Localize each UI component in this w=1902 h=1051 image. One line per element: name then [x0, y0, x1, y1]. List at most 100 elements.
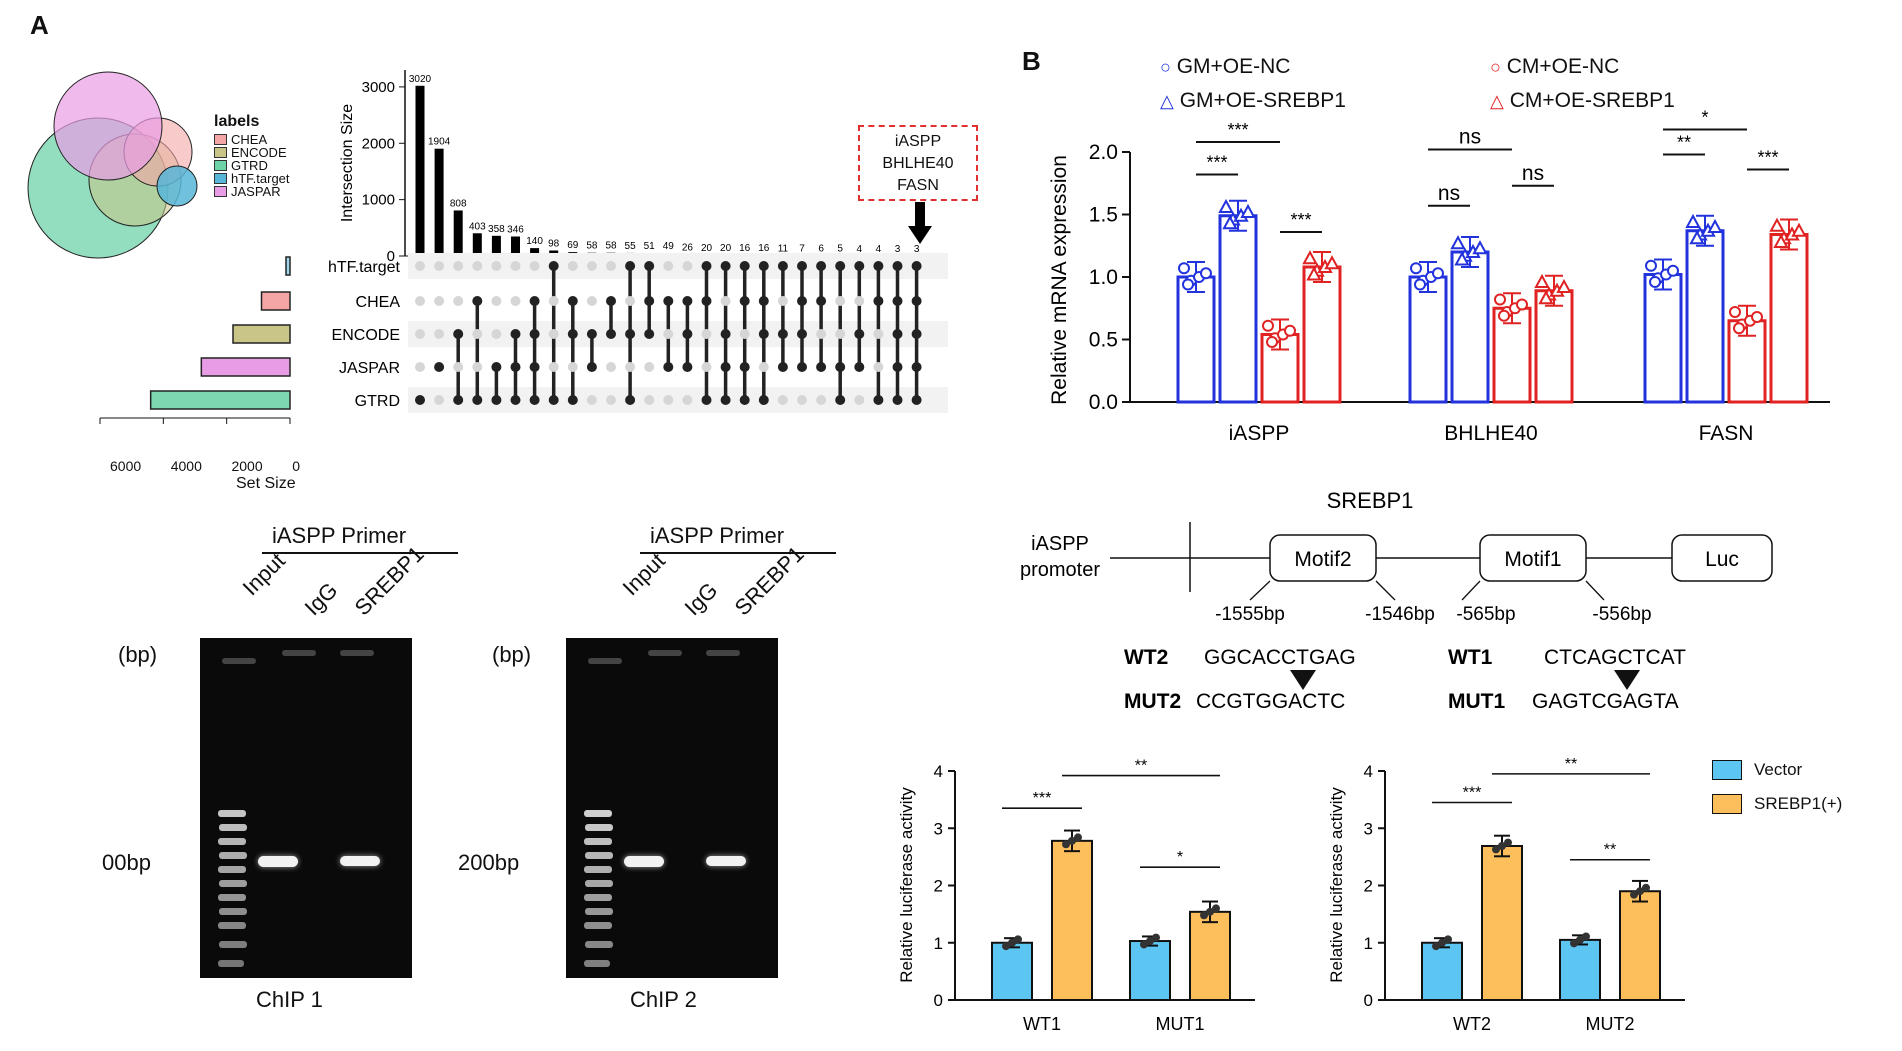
upset-bar-label: 26 [682, 243, 694, 254]
luc-x-label: MUT1 [1156, 1014, 1205, 1034]
qpcr-point [1178, 262, 1190, 275]
wt1-seq: CTCAGCTCAT [1544, 646, 1686, 669]
qpcr-y-tick: 0.5 [1089, 329, 1118, 352]
upset-dot [529, 395, 540, 405]
upset-bar-label: 7 [799, 244, 805, 255]
qpcr-y-tick: 1.5 [1089, 204, 1118, 227]
luc-x-label: MUT2 [1586, 1014, 1635, 1034]
luc-point [1014, 935, 1022, 944]
upset-dot [415, 296, 425, 306]
gel-ladder-band [584, 810, 612, 817]
gel-band-input [258, 856, 298, 867]
chip1-unit: (bp) [118, 642, 158, 667]
venn-legend: labels CHEA ENCODE GTRD hTF.target JASPAR [214, 113, 290, 198]
upset-dot [644, 329, 655, 339]
qpcr-sig-label: ns [1522, 162, 1544, 185]
luc-y-tick: 1 [934, 934, 943, 953]
panel-label-b: B [1022, 46, 1041, 76]
luc-x-label: WT2 [1453, 1014, 1491, 1034]
upset-bar-label: 6 [818, 244, 824, 255]
qpcr-point [1729, 306, 1741, 318]
legend-label: CM+OE-NC [1506, 55, 1620, 78]
mut2-label: MUT2 [1124, 690, 1181, 713]
upset-dot [758, 395, 769, 405]
upset-dot [739, 296, 750, 306]
upset-dot [873, 362, 884, 372]
luc-sig-label: *** [1463, 784, 1482, 801]
upset-dot [586, 395, 597, 405]
upset-bar-label: 20 [720, 243, 732, 254]
qpcr-point [1450, 235, 1466, 250]
upset-dot [644, 261, 655, 271]
upset-set-label: JASPAR [339, 360, 400, 377]
upset-dot [835, 296, 846, 306]
upset-dot [415, 362, 425, 372]
upset-bar-label: 4 [857, 244, 863, 255]
upset-dot [682, 296, 693, 306]
upset-dot [529, 296, 540, 306]
chip1-lane-input: Input [237, 548, 290, 601]
upset-dot [758, 261, 769, 271]
venn-legend-swatch [214, 147, 227, 158]
gel-well [648, 650, 682, 656]
luc-y-tick: 1 [1364, 934, 1373, 953]
upset-dot [701, 296, 712, 306]
upset-bar-label: 11 [778, 243, 789, 254]
luc-box [1671, 534, 1773, 582]
upset-dot [854, 395, 865, 405]
upset-dot [758, 362, 769, 372]
gel-ladder-band [218, 838, 246, 845]
upset-bar-label: 808 [450, 198, 467, 209]
upset-dot [548, 362, 559, 372]
upset-dot [453, 261, 464, 271]
upset-dot [663, 362, 674, 372]
upset-dot [911, 329, 922, 339]
chip1-gel-image [200, 638, 412, 978]
upset-dot [835, 261, 846, 271]
luc-y-tick: 2 [934, 877, 943, 896]
set-size-tick: 6000 [110, 458, 142, 474]
legend-item: △ GM+OE-SREBP1 [1160, 89, 1346, 112]
qpcr-sig-label: *** [1227, 120, 1248, 140]
upset-dot [663, 395, 674, 405]
chip2-marker: 200bp [458, 850, 520, 875]
qpcr-sig-label: * [1701, 110, 1708, 128]
upset-y-tick: 1000 [362, 192, 395, 209]
upset-dot [739, 261, 750, 271]
luc-point [1140, 940, 1148, 949]
upset-set-label: hTF.target [328, 259, 401, 276]
upset-set-size-bar [260, 291, 291, 311]
upset-dot [567, 395, 578, 405]
upset-dot [797, 296, 807, 306]
upset-dot [510, 329, 521, 339]
chip2-lane-input: Input [617, 548, 670, 601]
upset-dot [911, 261, 922, 271]
chip1-primer-underline [262, 552, 458, 554]
legend-label: CM+OE-SREBP1 [1509, 89, 1675, 112]
qpcr-point [1284, 324, 1296, 337]
motif2-box [1269, 534, 1377, 582]
upset-dot [434, 395, 445, 405]
gel-band-srebp1 [340, 856, 380, 866]
upset-set-label: ENCODE [332, 327, 400, 344]
upset-dot [777, 329, 788, 339]
upset-dot [797, 261, 807, 271]
upset-dot [873, 395, 884, 405]
venn-legend-title: labels [214, 113, 260, 130]
upset-dot [548, 395, 559, 405]
upset-dot [777, 362, 788, 372]
qpcr-point [1454, 251, 1470, 266]
upset-bar-label: 16 [758, 243, 770, 254]
upset-dot [854, 296, 865, 306]
position-label: -565bp [1456, 604, 1515, 625]
chip2-caption: ChIP 2 [630, 987, 697, 1012]
luc-point [1630, 890, 1638, 899]
upset-dot [682, 395, 693, 405]
upset-dot [720, 395, 731, 405]
upset-dot [491, 296, 502, 306]
qpcr-point [1773, 233, 1789, 248]
upset-dot [739, 329, 750, 339]
upset-dot [663, 296, 674, 306]
upset-dot [816, 296, 827, 306]
upset-dot [835, 362, 846, 372]
